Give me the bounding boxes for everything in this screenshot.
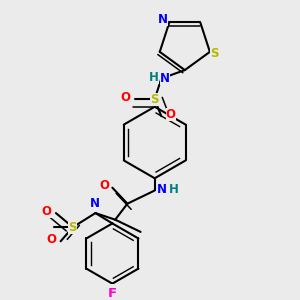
Text: N: N (160, 72, 170, 85)
Text: F: F (108, 287, 117, 300)
Text: H: H (149, 71, 159, 84)
Text: H: H (169, 183, 178, 196)
Text: O: O (166, 108, 176, 121)
Text: N: N (89, 197, 100, 210)
Text: S: S (151, 93, 159, 106)
Text: N: N (158, 13, 168, 26)
Text: S: S (210, 47, 219, 60)
Text: S: S (69, 221, 77, 234)
Text: O: O (121, 91, 130, 104)
Text: O: O (99, 179, 109, 192)
Text: N: N (157, 183, 167, 196)
Text: O: O (46, 233, 56, 246)
Text: O: O (41, 205, 52, 218)
